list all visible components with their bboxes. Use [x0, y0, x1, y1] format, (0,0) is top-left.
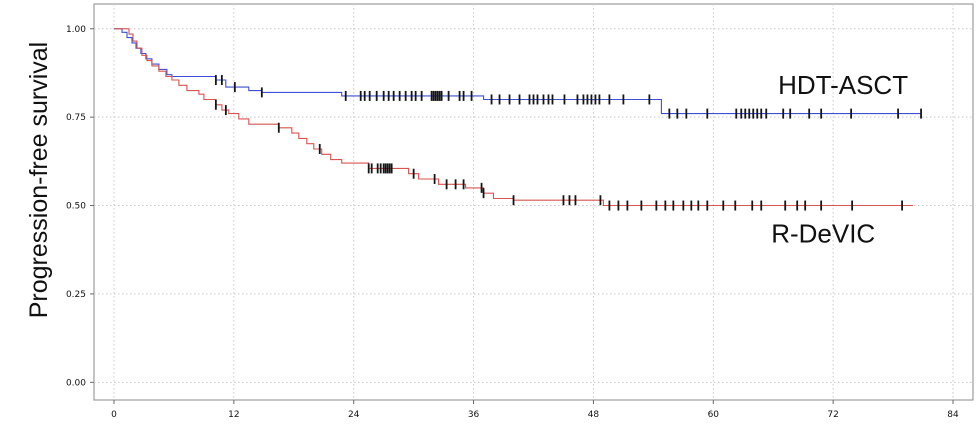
- tick-labels: 0 12 24 36 48 60 72 84 0.00 0.25 0.50 0.75 1.00: [66, 25, 959, 420]
- y-tick-label: 0.75: [66, 113, 86, 123]
- x-tick-label: 36: [468, 410, 480, 420]
- x-tick-label: 12: [228, 410, 239, 420]
- x-tick-label: 84: [947, 410, 959, 420]
- x-tick-label: 60: [708, 410, 720, 420]
- series-label-hdt-asct: HDT-ASCT: [778, 70, 908, 100]
- y-tick-label: 0.50: [66, 202, 86, 212]
- x-tick-label: 0: [111, 410, 117, 420]
- plot-area: [93, 3, 974, 401]
- x-tick-label: 48: [588, 410, 600, 420]
- series-label-r-devic: R-DeVIC: [771, 219, 875, 249]
- series-line-hdt-asct: [114, 28, 922, 115]
- x-tick-label: 72: [827, 410, 838, 420]
- censor-marks: [214, 75, 922, 211]
- survival-curves: [114, 28, 922, 207]
- series-line-r-devic: [114, 28, 914, 207]
- x-tick-label: 24: [348, 410, 360, 420]
- y-tick-label: 0.25: [66, 290, 86, 300]
- y-tick-label: 1.00: [66, 25, 86, 35]
- y-tick-label: 0.00: [66, 378, 86, 388]
- y-axis-label: Progression-free survival: [25, 42, 53, 319]
